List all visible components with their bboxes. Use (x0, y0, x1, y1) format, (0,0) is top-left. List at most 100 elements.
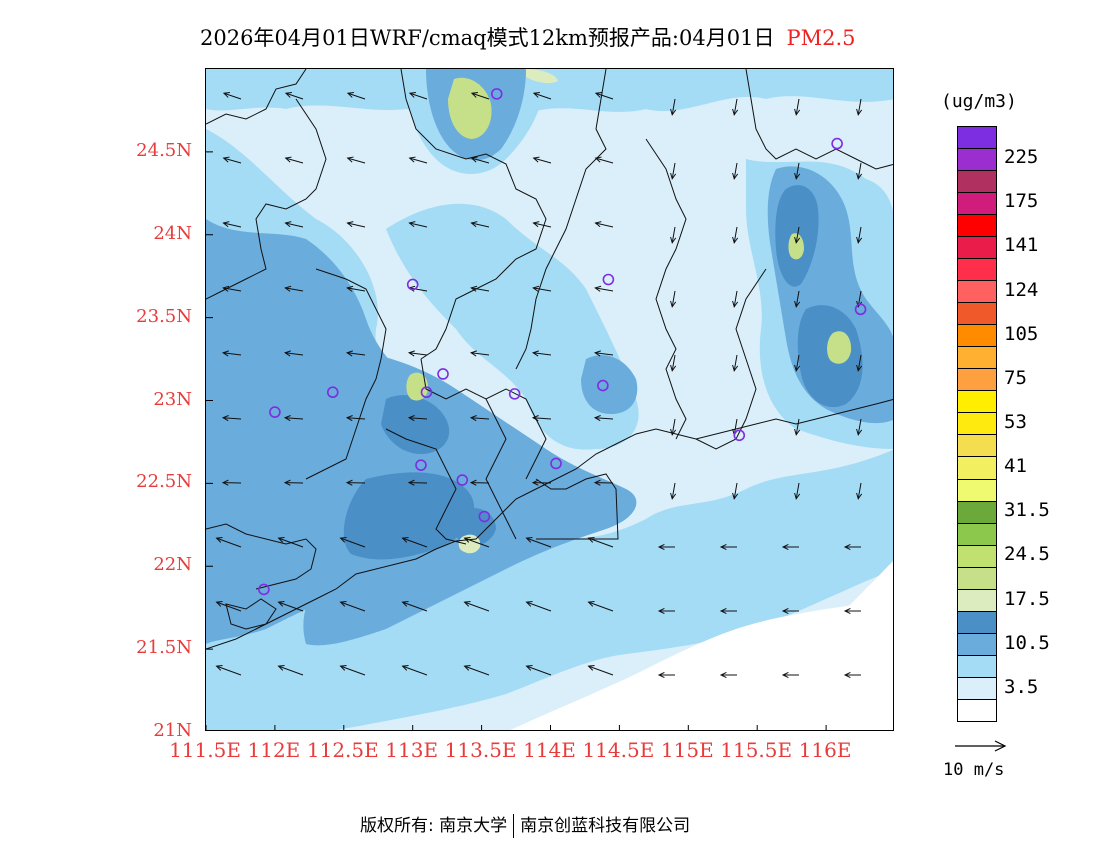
wind-arrow (794, 162, 801, 180)
wind-arrow (345, 415, 366, 422)
wind-arrow (532, 92, 552, 100)
legend-label: 75 (1004, 366, 1027, 389)
legend-label: 31.5 (1004, 499, 1050, 522)
field-ne-31 (788, 233, 804, 260)
lon-label: 114E (523, 738, 576, 762)
lat-label: 22N (153, 554, 192, 576)
field-mid-10 (386, 203, 639, 450)
wind-arrow (408, 156, 428, 164)
wind-arrow (221, 350, 242, 357)
wind-arrow (407, 415, 428, 422)
wind-arrow (284, 221, 304, 228)
wind-key-label: 10 m/s (943, 760, 1005, 780)
copyright: 版权所有: 南京大学 南京创蓝科技有限公司 (360, 811, 690, 838)
legend-units: (ug/m3) (941, 91, 1017, 112)
wind-arrow (339, 537, 366, 548)
wind-arrow (339, 601, 366, 612)
wind-arrow (408, 92, 428, 100)
wind-arrow (794, 98, 801, 116)
wind-arrow (470, 285, 490, 292)
station-marker (550, 457, 562, 470)
wind-arrow (670, 482, 677, 500)
wind-arrow (470, 221, 490, 228)
lon-label: 113.5E (444, 738, 517, 762)
wind-arrow (525, 601, 552, 612)
wind-arrow (470, 156, 490, 164)
wind-arrow (670, 162, 677, 180)
wind-arrow (719, 607, 737, 615)
legend-label: 225 (1004, 146, 1039, 169)
station-marker (597, 379, 609, 392)
wind-arrow (215, 665, 242, 676)
color-legend (957, 126, 997, 722)
wind-arrow (531, 350, 552, 357)
legend-swatch (958, 545, 996, 568)
legend-swatch (958, 435, 996, 458)
legend-swatch (958, 347, 996, 370)
wind-arrow (283, 415, 304, 422)
legend-swatch (958, 391, 996, 414)
wind-arrow (843, 671, 861, 679)
chart-title: 2026年04月01日WRF/cmaq模式12km预报产品:04月01日 PM2.… (200, 22, 855, 52)
station-marker (269, 406, 281, 418)
wind-arrow (277, 537, 304, 548)
wind-arrow (670, 418, 677, 436)
wind-arrow (856, 418, 863, 436)
wind-arrow (531, 415, 552, 422)
wind-arrow (222, 221, 242, 228)
legend-label: 3.5 (1004, 675, 1039, 698)
legend-swatch (958, 611, 996, 634)
wind-arrow (794, 482, 801, 500)
station-marker (456, 474, 469, 486)
wind-arrow (221, 415, 242, 422)
wind-arrow (856, 98, 863, 116)
legend-swatch (958, 215, 996, 238)
legend-swatch (958, 413, 996, 436)
wind-arrow (222, 285, 242, 292)
wind-arrow (283, 350, 304, 357)
lat-label: 24.5N (136, 139, 192, 161)
wind-arrow (407, 479, 428, 486)
field-mid-17 (581, 355, 638, 414)
wind-arrow (470, 92, 490, 100)
wind-arrow (215, 537, 242, 548)
legend-swatch (958, 325, 996, 348)
wind-arrow (670, 98, 677, 116)
lon-label: 113E (385, 738, 439, 762)
wind-arrow (843, 607, 861, 615)
wind-vectors (215, 92, 863, 679)
wind-arrow (469, 479, 490, 486)
wind-arrow (284, 156, 304, 164)
wind-arrow (781, 607, 799, 615)
wind-arrow (719, 543, 737, 551)
station-marker (258, 583, 270, 596)
station-marker (831, 137, 843, 150)
lon-label: 114.5E (582, 738, 655, 762)
legend-swatch (958, 171, 996, 194)
wind-arrow (732, 98, 739, 116)
wind-arrow (469, 350, 490, 357)
wind-arrow (408, 221, 428, 228)
wind-arrow (594, 221, 614, 228)
wind-arrow (346, 156, 366, 164)
boundary-east-3 (695, 268, 767, 450)
wind-arrow (532, 221, 552, 228)
field-centre-24 (381, 395, 450, 454)
wind-arrow (277, 601, 304, 612)
station-marker (490, 88, 503, 100)
wind-arrow (732, 226, 739, 244)
wind-arrow (401, 537, 428, 548)
lat-label: 21N (153, 720, 192, 741)
map-canvas (206, 69, 893, 730)
wind-arrow (587, 665, 614, 676)
wind-arrow (594, 156, 614, 164)
wind-arrow (532, 285, 552, 292)
wind-arrow (657, 543, 675, 551)
legend-label: 17.5 (1004, 587, 1050, 610)
wind-arrow (222, 92, 242, 100)
field-mid-31 (406, 372, 428, 401)
field-east-31 (827, 331, 852, 364)
wind-arrow (463, 665, 490, 676)
lat-label: 23.5N (136, 305, 192, 327)
wind-arrow (794, 418, 801, 436)
